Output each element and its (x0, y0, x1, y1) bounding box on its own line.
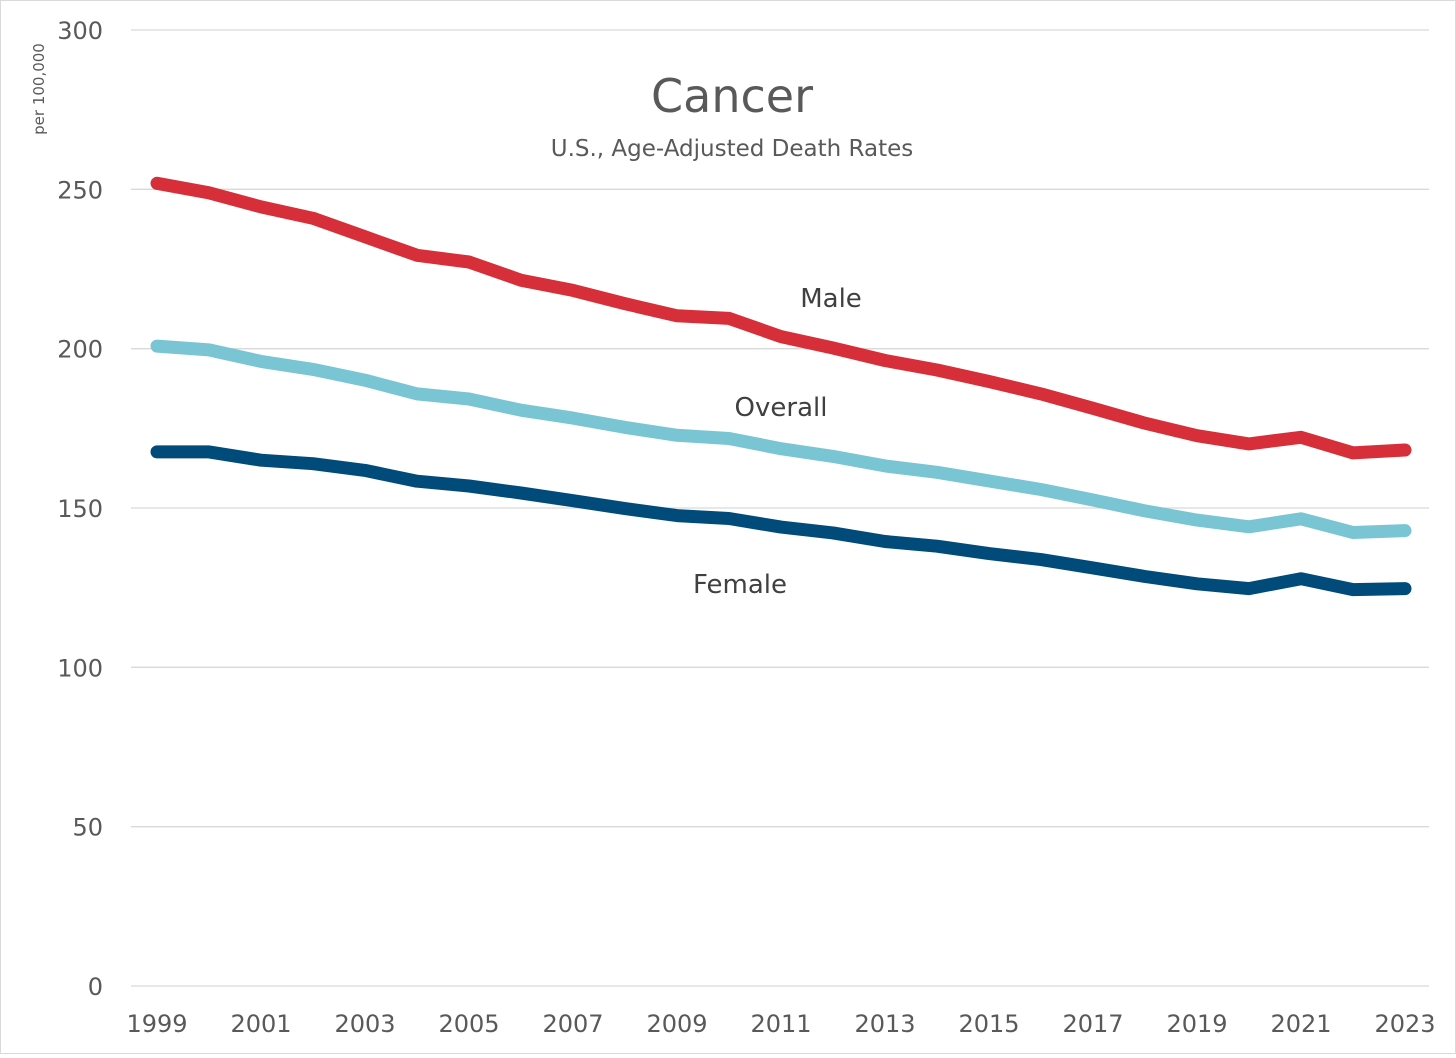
x-axis-ticks: 1999 2001 2003 2005 2007 2009 2011 2013 2015 2017… (126, 1010, 1435, 1038)
x-tick-label-2005: 2005 (438, 1010, 499, 1038)
x-tick-label-1999: 1999 (126, 1010, 187, 1038)
y-tick-label-150: 150 (57, 495, 103, 523)
series-line-female (150, 445, 1412, 597)
x-tick-label-2009: 2009 (646, 1010, 707, 1038)
series-line-male (150, 176, 1412, 460)
series-label-female: Female (693, 570, 787, 600)
series-lines (150, 176, 1412, 597)
y-tick-label-250: 250 (57, 176, 103, 204)
x-tick-label-2001: 2001 (230, 1010, 291, 1038)
y-tick-label-100: 100 (57, 654, 103, 682)
y-axis-ticks: 0 50 100 150 200 250 300 (57, 17, 103, 1001)
x-tick-label-2013: 2013 (854, 1010, 915, 1038)
x-tick-label-2023: 2023 (1374, 1010, 1435, 1038)
y-tick-label-50: 50 (72, 814, 103, 842)
series-label-male: Male (800, 284, 862, 314)
y-tick-label-0: 0 (88, 973, 103, 1001)
x-tick-label-2017: 2017 (1062, 1010, 1123, 1038)
series-line-overall (150, 339, 1412, 539)
y-tick-label-300: 300 (57, 17, 103, 45)
x-tick-label-2007: 2007 (542, 1010, 603, 1038)
y-tick-label-200: 200 (57, 336, 103, 364)
x-tick-label-2003: 2003 (334, 1010, 395, 1038)
x-tick-label-2011: 2011 (750, 1010, 811, 1038)
x-tick-label-2019: 2019 (1166, 1010, 1227, 1038)
series-label-overall: Overall (735, 393, 828, 423)
y-axis-label: per 100,000 (30, 43, 48, 135)
gridlines (131, 29, 1429, 987)
x-tick-label-2021: 2021 (1270, 1010, 1331, 1038)
chart-subtitle: U.S., Age-Adjusted Death Rates (551, 136, 914, 162)
chart-title: Cancer (651, 69, 813, 123)
x-tick-label-2015: 2015 (958, 1010, 1019, 1038)
